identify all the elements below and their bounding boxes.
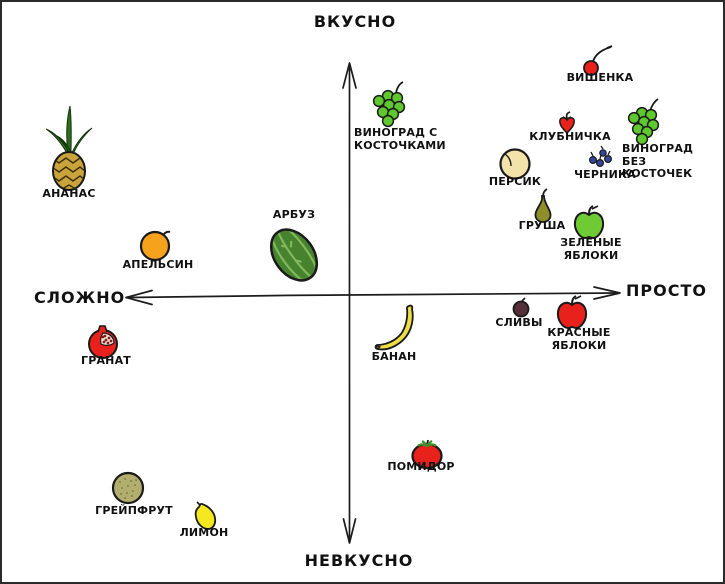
fruit-label-banana: БАНАН [371,350,417,363]
strawberry-icon [559,111,575,135]
pear-icon [534,188,552,223]
fruit-label-strawberry: КЛУБНИЧКА [529,130,611,143]
green-apple-icon [573,205,605,240]
peach-icon [499,148,531,180]
x-axis-arrow-right-icon [593,286,621,300]
fruit-label-green-apples: ЗЕЛЕНЫЕ ЯБЛОКИ [560,236,622,262]
fruit-label-grapefruit: ГРЕЙПФРУТ [95,504,173,517]
x-axis-arrow-left-icon [125,289,153,306]
pomegranate-icon [88,325,118,359]
fruit-label-orange: АПЕЛЬСИН [122,258,194,271]
red-apple-icon [556,295,588,330]
fruit-label-pear: ГРУША [518,219,566,232]
fruit-label-plums: СЛИВЫ [495,316,543,329]
tomato-icon [411,439,443,470]
axis-label-easy: ПРОСТО [626,281,707,300]
grapes-seedless-icon [627,98,660,146]
y-axis-arrow-up-icon [342,62,357,89]
watermelon-icon [269,228,319,282]
fruit-label-peach: ПЕРСИК [488,175,542,188]
fruit-label-grapes-seeded: ВИНОГРАД С КОСТОЧКАМИ [354,126,446,152]
axis-label-hard: СЛОЖНО [34,288,126,307]
x-axis-line [127,292,619,299]
y-axis-line [348,64,351,543]
axis-label-not-tasty: НЕВКУСНО [304,551,414,570]
lemon-icon [194,501,217,530]
fruit-label-blueberry: ЧЕРНИКА [574,168,636,181]
fruit-label-tomato: ПОМИДОР [387,460,455,473]
plum-icon [512,297,530,318]
pineapple-icon [45,105,93,191]
orange-icon [139,230,171,262]
grapefruit-icon [111,471,145,505]
banana-icon [374,304,414,351]
fruit-label-cherry: ВИШЕНКА [566,71,634,84]
grapes-seeded-icon [372,81,406,128]
fruit-label-lemon: ЛИМОН [179,526,229,539]
fruit-label-red-apples: КРАСНЫЕ ЯБЛОКИ [547,326,611,352]
cherry-icon [583,45,613,76]
y-axis-arrow-down-icon [342,518,357,544]
fruit-label-pineapple: АНАНАС [42,187,96,200]
fruit-label-grapes-seedless: ВИНОГРАД БЕЗ КОСТОЧЕК [622,142,694,181]
axis-label-tasty: ВКУСНО [313,12,397,31]
fruit-label-pomegranate: ГРАНАТ [80,354,131,367]
blueberry-icon [588,145,613,168]
fruit-label-watermelon: АРБУЗ [272,208,316,221]
